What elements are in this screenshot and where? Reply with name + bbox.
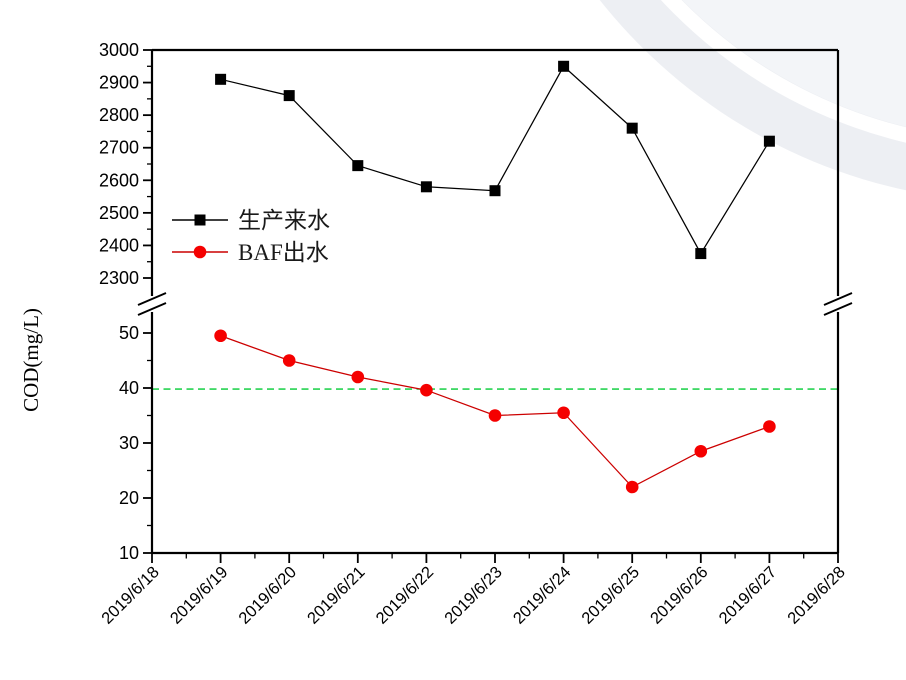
x-tick-label: 2019/6/27 bbox=[716, 563, 781, 628]
data-point-square bbox=[626, 122, 638, 134]
data-point-circle bbox=[351, 370, 365, 384]
legend-label-effluent: BAF出水 bbox=[238, 240, 329, 265]
axis-ticks-layer bbox=[143, 49, 839, 563]
right-break-slash-1 bbox=[823, 292, 853, 306]
data-point-circle bbox=[214, 329, 227, 343]
data-point-circle bbox=[763, 420, 776, 433]
y-tick-label: 20 bbox=[119, 488, 139, 508]
legend-item-influent: 生产来水 bbox=[172, 208, 330, 233]
x-tick-label: 2019/6/24 bbox=[510, 563, 575, 628]
x-tick-label: 2019/6/23 bbox=[441, 563, 506, 628]
data-point-square bbox=[489, 185, 501, 197]
data-point-square bbox=[558, 60, 570, 72]
x-tick-label: 2019/6/21 bbox=[304, 563, 369, 628]
x-tick-label: 2019/6/20 bbox=[235, 563, 300, 628]
y-axis-title: COD(mg/L) bbox=[19, 308, 43, 412]
legend-square-marker-icon bbox=[194, 214, 206, 226]
y-tick-label: 2800 bbox=[99, 105, 139, 125]
y-tick-label: 2300 bbox=[99, 268, 139, 288]
data-point-square bbox=[695, 248, 707, 260]
corner-arc-inner bbox=[682, 0, 906, 127]
axis-labels-layer: 3000 2900 2800 2700 2600 2500 2400 2300 50 40 30 20… bbox=[98, 40, 849, 628]
data-point-circle bbox=[420, 383, 433, 397]
y-tick-label: 30 bbox=[119, 433, 139, 453]
x-tick-label: 2019/6/26 bbox=[647, 563, 712, 628]
y-axis-break-marks bbox=[137, 292, 853, 316]
y-tick-label: 40 bbox=[119, 378, 139, 398]
y-tick-label: 2900 bbox=[99, 73, 139, 93]
x-tick-label: 2019/6/22 bbox=[373, 563, 438, 628]
legend: 生产来水 BAF出水 bbox=[172, 208, 330, 265]
x-tick-label: 2019/6/25 bbox=[578, 563, 643, 628]
right-break-slash-2 bbox=[823, 302, 853, 316]
plot-frame bbox=[150, 48, 840, 555]
y-tick-label: 50 bbox=[119, 323, 139, 343]
data-point-square bbox=[420, 181, 432, 193]
y-tick-label: 2400 bbox=[99, 235, 139, 255]
data-point-square bbox=[352, 160, 364, 172]
left-break-slash-2 bbox=[137, 302, 167, 316]
data-point-circle bbox=[488, 409, 502, 422]
data-point-circle bbox=[694, 444, 708, 458]
y-tick-label: 10 bbox=[119, 543, 139, 563]
y-tick-label: 2700 bbox=[99, 138, 139, 158]
left-break-slash-1 bbox=[137, 292, 167, 306]
legend-label-influent: 生产来水 bbox=[238, 208, 330, 233]
legend-circle-marker-icon bbox=[193, 245, 207, 259]
data-series-layer bbox=[214, 60, 776, 494]
data-point-square bbox=[763, 135, 775, 147]
y-tick-label: 3000 bbox=[99, 40, 139, 60]
data-point-circle bbox=[625, 480, 639, 494]
x-tick-label: 2019/6/19 bbox=[167, 563, 232, 628]
y-tick-label: 2600 bbox=[99, 170, 139, 190]
data-point-square bbox=[215, 73, 227, 85]
background-decoration bbox=[599, 0, 906, 191]
legend-item-effluent: BAF出水 bbox=[172, 240, 329, 265]
data-point-square bbox=[283, 90, 295, 102]
y-tick-label: 2500 bbox=[99, 203, 139, 223]
data-point-circle bbox=[282, 354, 296, 367]
data-point-circle bbox=[557, 406, 570, 420]
x-tick-label: 2019/6/28 bbox=[784, 563, 849, 628]
x-tick-label: 2019/6/18 bbox=[98, 563, 163, 628]
